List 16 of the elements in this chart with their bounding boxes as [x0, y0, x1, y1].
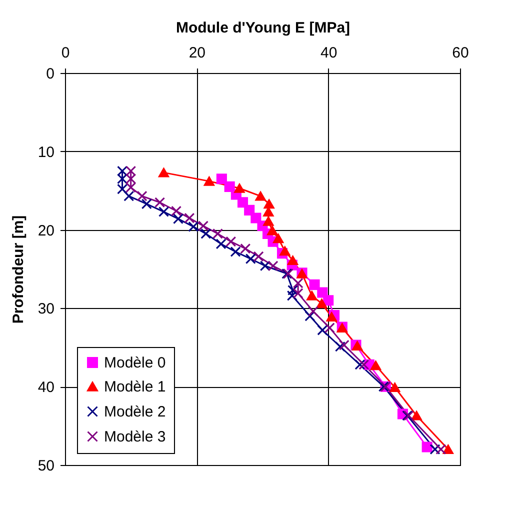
legend-label: Modèle 2 [104, 404, 166, 420]
legend-label: Modèle 1 [104, 378, 166, 396]
y-tick-label: 10 [38, 144, 54, 161]
y-tick-label: 0 [46, 66, 54, 82]
x-tick-label: 0 [61, 44, 70, 62]
y-tick-label: 30 [38, 300, 54, 318]
x-tick-label: 40 [320, 44, 338, 62]
x-axis-title: Module d'Young E [MPa] [176, 20, 350, 36]
legend-label: Modèle 0 [104, 354, 166, 372]
y-tick-label: 40 [38, 379, 54, 396]
y-tick-label: 50 [38, 458, 54, 474]
y-tick-label: 20 [38, 222, 54, 240]
y-axis-title: Profondeur [m] [10, 215, 27, 324]
x-tick-label: 20 [188, 44, 206, 62]
x-tick-label: 60 [452, 44, 469, 62]
legend-label: Modèle 3 [104, 428, 166, 446]
